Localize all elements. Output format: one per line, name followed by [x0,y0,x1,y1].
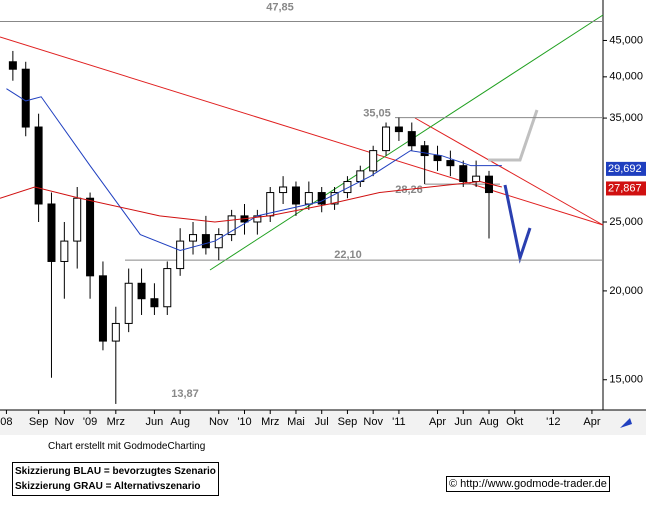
x-tick-label: Nov [55,416,75,428]
candle-body [227,215,236,236]
candle-body [60,240,69,262]
trend-line-green [209,14,604,271]
candle-body [420,145,429,157]
moving-average [6,88,502,251]
x-tick-label: Aug [479,416,499,428]
candle-body [176,240,185,270]
chart: 15,000 20,000 25,000 35,000 40,000 45,000 08 Se… [0,0,646,435]
x-tick-label: Mai [287,416,305,428]
x-tick-label: '10 [237,416,251,428]
candle-body [369,150,378,172]
x-tick-label: Jun [146,416,164,428]
y-tick-label: 35,000 [609,112,643,124]
candle-body [279,186,288,194]
candle-body [446,160,455,167]
price-label: 27,867 [608,182,642,194]
icon-arrow[interactable] [620,418,632,428]
x-tick-label: '09 [83,416,97,428]
scenario-grey [488,109,539,162]
level-label: 35,05 [363,108,391,120]
x-tick-label: '11 [392,416,406,428]
moving-average [0,181,502,223]
x-tick-label: Sep [338,416,358,428]
x-tick-label: Mrz [261,416,279,428]
level-label: 28,26 [395,184,423,196]
price-label: 29,692 [608,163,642,175]
candle-body [407,131,416,147]
note: Skizzierung BLAU = bevorzugtes Szenario [15,466,216,477]
candle-body [317,192,326,205]
x-tick-label: '12 [546,416,560,428]
x-tick-label: Nov [363,416,383,428]
price-box [606,161,646,176]
x-axis-band [0,410,646,435]
credit: Chart erstellt mit GodmodeCharting [48,441,206,452]
candle-body [47,203,56,262]
candle-body [150,298,159,308]
level-label: 13,87 [171,388,199,400]
x-tick-label: Nov [209,416,229,428]
candle-body [73,197,82,242]
scenario-blue [503,184,532,264]
candle-body [291,186,300,205]
tool-icon[interactable] [620,418,632,428]
x-tick-label: Apr [583,416,600,428]
candle-body [472,175,481,183]
x-tick-label: Mrz [107,416,125,428]
note: Skizzierung GRAU = Alternativszenario [15,481,201,492]
candle-body [111,322,120,342]
y-tick-label: 25,000 [609,216,643,228]
candle-body [382,126,391,152]
level-label: 47,85 [266,1,294,13]
level-label: 22,10 [334,249,362,261]
candle-body [459,165,468,183]
candle-body [394,126,403,133]
x-tick-label: Apr [429,416,446,428]
candle-body [21,68,30,128]
y-tick-label: 40,000 [609,71,643,83]
candle-body [124,282,133,324]
candle-body [98,275,107,342]
x-tick-label: Sep [29,416,49,428]
candle-body [163,268,172,308]
candle-body [304,192,313,205]
candle-body [214,234,223,249]
x-tick-label: Okt [506,416,523,428]
y-tick-label: 15,000 [609,374,643,386]
candle-body [86,197,95,277]
candle-body [34,126,43,205]
x-tick-label: Jun [454,416,472,428]
candle-body [8,61,17,70]
y-tick-label: 20,000 [609,285,643,297]
candle-body [201,234,210,249]
x-tick-label: Aug [170,416,190,428]
trend-line-red [0,36,604,226]
candle-body [433,155,442,162]
notes-box: Skizzierung BLAU = bevorzugtes Szenario … [12,462,219,496]
y-tick-label: 45,000 [609,34,643,46]
candle-body [343,181,352,194]
price-box [606,181,646,196]
candle-body [330,192,339,205]
url: © http://www.godmode-trader.de [446,476,610,492]
x-tick-label: 08 [0,416,12,428]
trend-line-red-steep [414,117,604,226]
candle-body [189,234,198,242]
candle-body [137,282,146,300]
x-tick-label: Jul [315,416,329,428]
